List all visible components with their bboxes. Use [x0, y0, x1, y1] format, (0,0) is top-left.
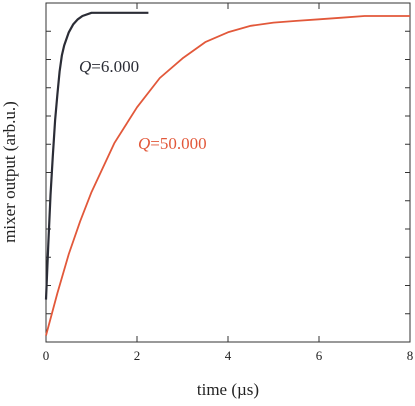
x-tick-label: 0	[43, 348, 50, 363]
y-axis-label: mixer output (arb.u.)	[0, 101, 19, 243]
series-label-q50000-symbol: Q	[138, 134, 150, 153]
series-label-q6000: Q=6.000	[79, 57, 139, 76]
x-tick-label: 4	[225, 348, 232, 363]
x-axis-label: time (µs)	[197, 380, 259, 399]
x-tick-labels: 0 2 4 6 8	[43, 348, 414, 363]
series-label-q6000-value: =6.000	[91, 57, 139, 76]
x-tick-label: 8	[407, 348, 414, 363]
series-line-2	[45, 15, 410, 336]
series-line-1	[44, 11, 149, 300]
x-tick-label: 2	[134, 348, 141, 363]
series-layer	[44, 11, 410, 336]
x-tick-label: 6	[316, 348, 323, 363]
x-ticks	[45, 3, 411, 342]
series-label-q50000: Q=50.000	[138, 134, 207, 153]
series-label-q50000-value: =50.000	[150, 134, 206, 153]
series-label-q6000-symbol: Q	[79, 57, 91, 76]
